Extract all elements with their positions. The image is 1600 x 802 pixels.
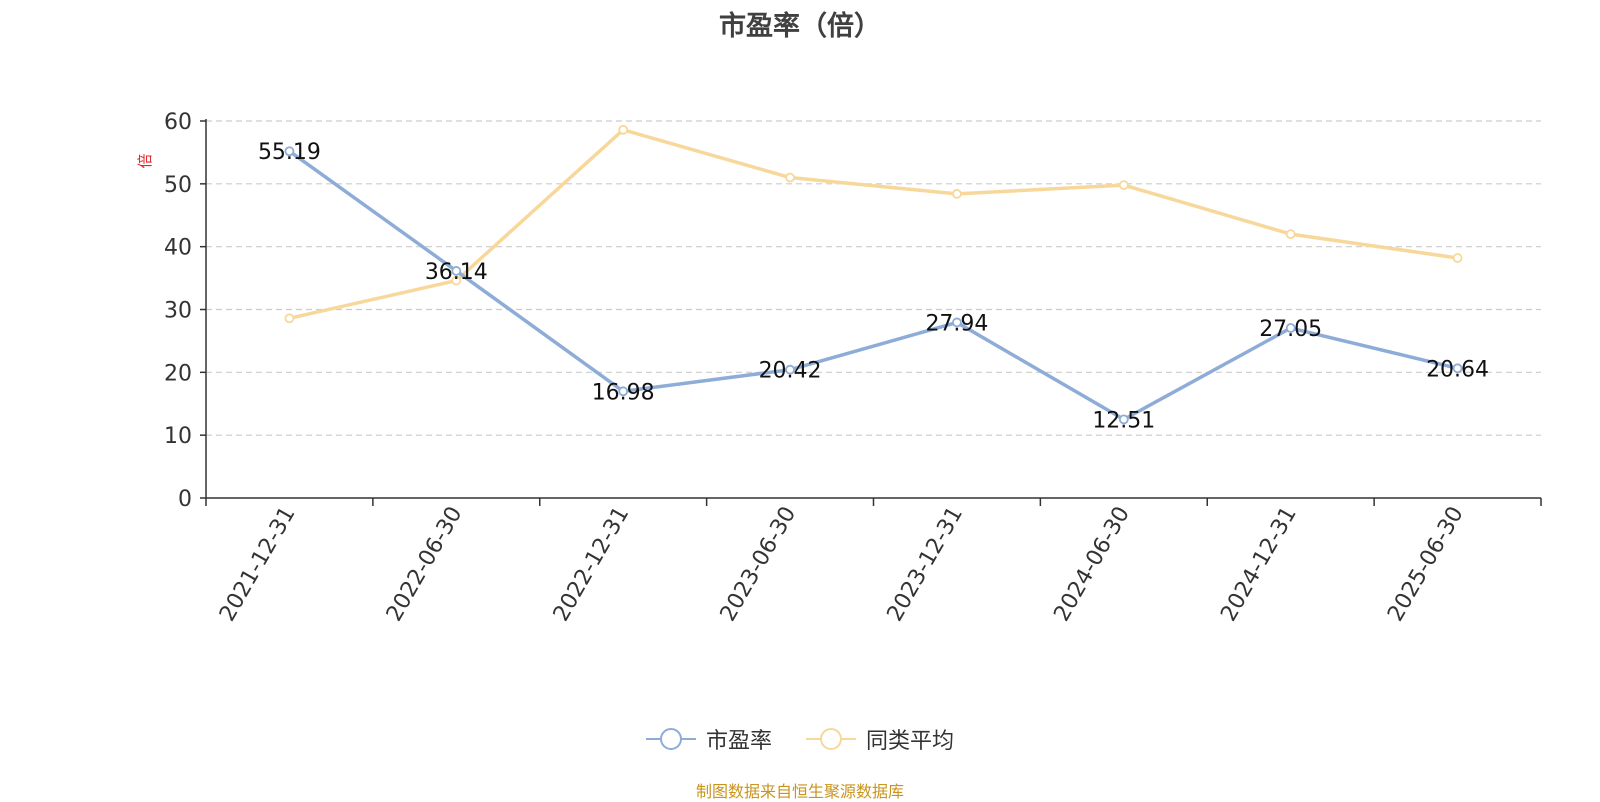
x-tick-label: 2025-06-30 [1383,503,1469,626]
data-label: 27.05 [1259,317,1322,342]
data-point-pe [952,317,962,328]
x-tick-label: 2023-12-31 [883,503,969,626]
grid-lines [206,120,1541,436]
y-tick-label: 20 [164,361,192,386]
legend-pe-marker-icon [645,728,696,750]
data-point-peer-average [1118,180,1129,190]
data-point-peer-average [618,124,629,135]
source-note: 制图数据来自恒生聚源数据库 [695,782,904,801]
data-label: 27.94 [925,311,988,336]
y-axis-label: 倍 [136,153,154,168]
y-tick-label: 40 [164,236,192,261]
axes: 0 10 20 30 40 50 60 倍 2021-12-31 2022-06-30 2022-1… [136,110,1542,626]
data-point-pe [1285,323,1296,333]
data-point-pe [284,146,295,157]
legend-item-pe[interactable]: 市盈率 [645,723,772,755]
data-labels: 55.19 36.14 16.98 20.42 27.94 12.51 27.05 20.64 [258,140,1489,433]
legend-pe-label: 市盈率 [705,729,772,754]
legend-peer-average-label: 同类平均 [866,729,955,754]
y-tick-label: 50 [164,173,192,198]
data-label: 20.64 [1426,357,1489,382]
x-tick-label: 2021-12-31 [215,503,301,626]
data-point-peer-average [952,188,962,199]
data-point-peer-average [451,275,462,286]
x-tick-label: 2022-12-31 [549,503,635,626]
data-label: 12.51 [1092,408,1155,433]
data-label: 36.14 [425,260,488,285]
series-lines [284,124,1463,425]
data-point-pe [618,386,629,397]
series-line-peer-average [289,128,1458,321]
data-label: 20.42 [759,359,822,384]
y-tick-label: 60 [164,110,192,135]
data-point-pe [785,364,795,375]
x-tick-label: 2023-06-30 [716,503,802,626]
series-line-pe [288,149,1458,422]
x-tick-label: 2022-06-30 [382,503,468,626]
chart-legend: 市盈率 同类平均 [0,723,1600,755]
y-tick-label: 30 [164,299,192,324]
legend-item-peer-average[interactable]: 同类平均 [806,723,954,755]
data-point-peer-average [1452,253,1463,263]
data-label: 55.19 [258,140,321,165]
data-point-pe [451,266,462,276]
data-point-pe [1452,363,1463,374]
data-point-peer-average [1285,229,1296,240]
y-tick-label: 0 [178,487,192,512]
y-tick-label: 10 [164,424,192,449]
chart-title: 市盈率（倍） [719,11,881,42]
legend-peer-average-marker-icon [806,728,856,750]
data-point-peer-average [785,172,795,183]
x-tick-label: 2024-06-30 [1049,503,1135,626]
data-point-pe [1118,414,1129,425]
data-label: 16.98 [592,380,655,405]
x-tick-label: 2024-12-31 [1216,503,1302,626]
data-point-peer-average [284,313,295,324]
